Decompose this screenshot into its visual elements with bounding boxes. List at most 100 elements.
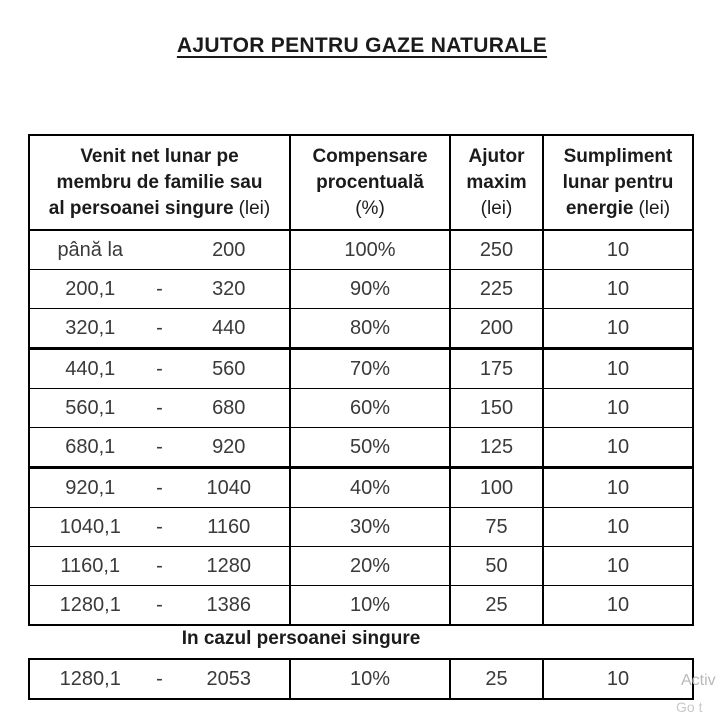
max-aid-cell: 200	[451, 309, 544, 347]
percent-cell: 40%	[291, 469, 451, 507]
header-percent-column: Compensare procentuală (%)	[291, 136, 451, 229]
percent-cell: 10%	[291, 660, 451, 698]
single-person-heading: In cazul persoanei singure	[181, 628, 421, 649]
percent-cell: 70%	[291, 350, 451, 388]
range-dash: -	[156, 667, 163, 690]
supplement-cell: 10	[606, 238, 630, 261]
main-table: Venit net lunar pe membru de familie sau…	[28, 134, 694, 626]
income-range-cell: 1280,1 - 2053	[30, 660, 291, 698]
income-to: 320	[212, 277, 246, 300]
header-percent-line2: procentuală	[316, 172, 424, 193]
supplement-cell: 10	[606, 667, 630, 690]
header-max-aid-unit: (lei)	[480, 198, 513, 219]
table-header-row: Venit net lunar pe membru de familie sau…	[30, 136, 692, 231]
table-row: 920,1 - 1040 40% 100 10	[30, 469, 692, 508]
percent-cell: 60%	[291, 389, 451, 427]
percent-cell: 10%	[291, 586, 451, 624]
supplement-cell: 10	[606, 357, 630, 380]
table-row: până la 200 100% 250 10	[30, 231, 692, 270]
income-to: 2053	[206, 667, 252, 690]
header-income-line3-bold: al persoanei singure	[48, 198, 234, 219]
supplement-cell: 10	[606, 593, 630, 616]
header-supplement-line3-bold: energie	[565, 198, 634, 219]
income-to: 920	[212, 435, 246, 458]
income-range-cell: 320,1 - 440	[30, 309, 291, 347]
supplement-cell: 10	[606, 554, 630, 577]
income-to: 200	[212, 238, 246, 261]
income-to: 1386	[206, 593, 252, 616]
page-title: AJUTOR PENTRU GAZE NATURALE	[176, 34, 548, 57]
income-to: 1280	[206, 554, 252, 577]
main-table-body: până la 200 100% 250 10 200,1 - 320 90% …	[30, 231, 692, 624]
income-range-cell: 1160,1 - 1280	[30, 547, 291, 585]
table-row: 680,1 - 920 50% 125 10	[30, 428, 692, 469]
income-range-cell: 1040,1 - 1160	[30, 508, 291, 546]
range-dash: -	[156, 593, 163, 616]
income-range-cell: 680,1 - 920	[30, 428, 291, 466]
range-dash: -	[156, 316, 163, 339]
income-to: 440	[212, 316, 246, 339]
header-income-line2: membru de familie sau	[56, 172, 263, 193]
header-income-line3: al persoanei singure (lei)	[30, 196, 289, 222]
max-aid-cell: 250	[451, 231, 544, 269]
header-income-unit: (lei)	[238, 198, 271, 219]
max-aid-cell: 25	[451, 660, 544, 698]
range-dash: -	[156, 515, 163, 538]
max-aid-cell: 150	[451, 389, 544, 427]
max-aid-cell: 125	[451, 428, 544, 466]
table-row: 560,1 - 680 60% 150 10	[30, 389, 692, 428]
income-range-cell: 560,1 - 680	[30, 389, 291, 427]
income-to: 1160	[207, 515, 251, 538]
table-row: 200,1 - 320 90% 225 10	[30, 270, 692, 309]
range-dash: -	[156, 476, 163, 499]
table-row: 440,1 - 560 70% 175 10	[30, 350, 692, 389]
income-from: 320,1	[65, 316, 116, 339]
supplement-cell: 10	[606, 435, 630, 458]
income-from: până la	[57, 238, 124, 261]
header-supplement-line2: lunar pentru	[562, 172, 674, 193]
table-row: 320,1 - 440 80% 200 10	[30, 309, 692, 350]
income-range-cell: 200,1 - 320	[30, 270, 291, 308]
single-table-body: 1280,1 - 2053 10% 25 10	[30, 660, 692, 698]
percent-cell: 90%	[291, 270, 451, 308]
table-row: 1040,1 - 1160 30% 75 10	[30, 508, 692, 547]
supplement-cell: 10	[606, 316, 630, 339]
range-dash: -	[156, 357, 163, 380]
header-income-line1: Venit net lunar pe	[80, 146, 239, 167]
range-dash: -	[156, 396, 163, 419]
range-dash: -	[156, 554, 163, 577]
supplement-cell: 10	[606, 476, 630, 499]
income-from: 920,1	[65, 476, 116, 499]
header-max-aid-line1: Ajutor	[468, 146, 525, 167]
income-from: 680,1	[65, 435, 116, 458]
header-income-column: Venit net lunar pe membru de familie sau…	[30, 136, 291, 229]
header-supplement-line1: Sumpliment	[563, 146, 673, 167]
header-supplement-line3: energie (lei)	[544, 196, 692, 222]
supplement-cell: 10	[606, 515, 630, 538]
activate-watermark-line2: Go t	[676, 699, 703, 715]
income-range-cell: 440,1 - 560	[30, 350, 291, 388]
supplement-cell: 10	[606, 277, 630, 300]
income-range-cell: 920,1 - 1040	[30, 469, 291, 507]
single-person-table: 1280,1 - 2053 10% 25 10	[28, 658, 694, 700]
range-dash: -	[156, 277, 163, 300]
max-aid-cell: 225	[451, 270, 544, 308]
header-percent-unit: (%)	[355, 198, 385, 219]
percent-cell: 50%	[291, 428, 451, 466]
header-max-aid-line2: maxim	[466, 172, 527, 193]
income-from: 440,1	[65, 357, 116, 380]
max-aid-cell: 100	[451, 469, 544, 507]
income-from: 1040,1	[59, 515, 121, 538]
document-page: AJUTOR PENTRU GAZE NATURALE Venit net lu…	[0, 34, 724, 715]
percent-cell: 20%	[291, 547, 451, 585]
percent-cell: 80%	[291, 309, 451, 347]
range-dash: -	[156, 435, 163, 458]
max-aid-cell: 175	[451, 350, 544, 388]
max-aid-cell: 25	[451, 586, 544, 624]
income-from: 1160,1	[60, 554, 121, 577]
income-from: 200,1	[65, 277, 116, 300]
income-range-cell: 1280,1 - 1386	[30, 586, 291, 624]
max-aid-cell: 75	[451, 508, 544, 546]
income-from: 560,1	[65, 396, 116, 419]
table-row: 1160,1 - 1280 20% 50 10	[30, 547, 692, 586]
